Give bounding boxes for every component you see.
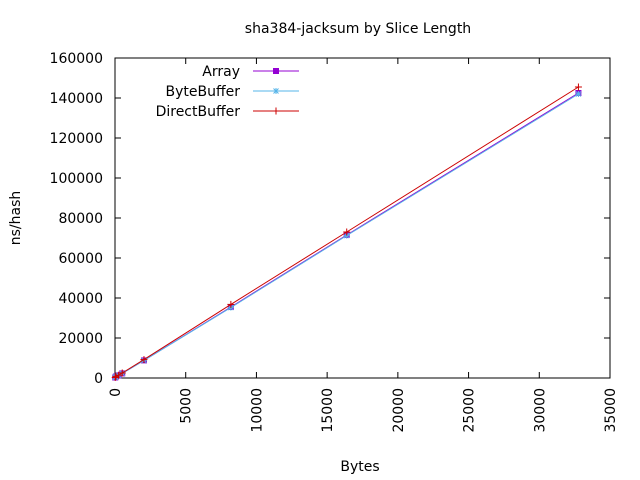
y-axis-label: ns/hash (8, 191, 24, 246)
x-tick-label: 30000 (532, 388, 548, 433)
series-marker (115, 371, 123, 379)
series-marker (273, 88, 279, 94)
x-tick-label: 15000 (320, 388, 336, 433)
x-tick-label: 0 (108, 388, 124, 397)
series-marker (118, 369, 126, 377)
y-tick-label: 120000 (50, 131, 103, 147)
marker-stroke (575, 91, 582, 97)
series-marker (343, 232, 350, 239)
marker-stroke (273, 88, 279, 94)
y-tick-label: 140000 (50, 91, 103, 107)
legend-label: DirectBuffer (156, 104, 241, 120)
y-tick-label: 40000 (58, 291, 103, 307)
y-tick-label: 60000 (58, 251, 103, 267)
series-marker (343, 228, 351, 236)
y-tick-label: 0 (94, 371, 103, 387)
series-marker (575, 91, 582, 97)
x-tick-label: 25000 (462, 388, 478, 433)
series-layer (111, 83, 582, 381)
series-marker (227, 300, 235, 308)
x-tick-label: 5000 (179, 388, 195, 424)
x-tick-label: 35000 (603, 388, 619, 433)
y-tick-label: 80000 (58, 211, 103, 227)
y-tick-label: 100000 (50, 171, 103, 187)
series-directbuffer (111, 83, 582, 381)
y-tick-label: 20000 (58, 331, 103, 347)
series-marker (140, 356, 148, 364)
x-tick-label: 20000 (391, 388, 407, 433)
series-marker (574, 83, 582, 91)
x-tick-label: 10000 (249, 388, 265, 433)
legend-label: Array (202, 64, 240, 80)
series-marker (273, 68, 279, 74)
y-tick-label: 160000 (50, 51, 103, 67)
axes: 0200004000060000800001000001200001400001… (50, 51, 619, 433)
x-axis-label: Bytes (340, 459, 379, 475)
series-marker (272, 107, 280, 115)
legend-label: ByteBuffer (166, 84, 241, 100)
legend: Array ByteBuffer DirectBuffer (156, 64, 299, 120)
marker-stroke (343, 232, 350, 239)
chart-title: sha384-jacksum by Slice Length (245, 21, 471, 37)
